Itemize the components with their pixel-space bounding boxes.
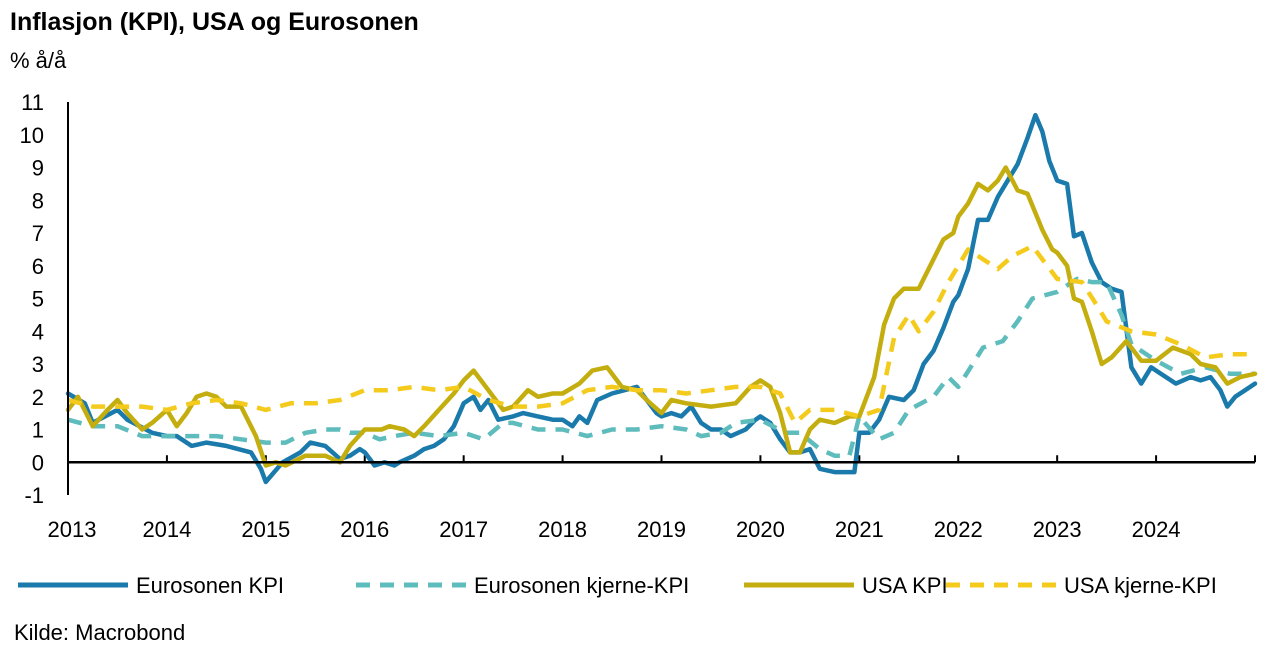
x-tick-label: 2023 (1033, 517, 1082, 542)
x-tick-label: 2014 (142, 517, 191, 542)
y-tick-label: 3 (32, 352, 44, 377)
y-tick-label: 1 (32, 418, 44, 443)
x-tick-label: 2019 (637, 517, 686, 542)
x-tick-label: 2022 (934, 517, 983, 542)
y-tick-label: 5 (32, 287, 44, 312)
x-tick-label: 2017 (439, 517, 488, 542)
series-line-usa-kpi (65, 165, 1258, 468)
series-line-eurosonen-kjerne-kpi (67, 276, 1255, 458)
y-tick-label: 6 (32, 254, 44, 279)
y-tick-label: 4 (32, 319, 44, 344)
legend: Eurosonen KPI Eurosonen kjerne-KPI USA KPI… (18, 573, 1217, 598)
series-line-usa-kjerne-kpi (67, 243, 1255, 426)
x-tick-label: 2013 (48, 517, 97, 542)
axis-lines (67, 102, 1255, 495)
x-tick-label: 2021 (835, 517, 884, 542)
x-tick-label: 2024 (1132, 517, 1181, 542)
x-axis: 2013 2014 2015 2016 2017 2018 2019 2020 2021 2022… (48, 455, 1256, 542)
legend-label: Eurosonen kjerne-KPI (474, 573, 689, 598)
y-tick-label: 9 (32, 156, 44, 181)
legend-label: Eurosonen KPI (136, 573, 284, 598)
x-tick-label: 2020 (736, 517, 785, 542)
chart-title: Inflasjon (KPI), USA og Eurosonen (10, 8, 419, 36)
plot-area (65, 112, 1258, 485)
y-tick-label: -1 (24, 483, 44, 508)
x-tick-label: 2016 (340, 517, 389, 542)
y-tick-label: 0 (32, 450, 44, 475)
source-note: Kilde: Macrobond (14, 620, 186, 645)
y-tick-label: 7 (32, 221, 44, 246)
y-tick-label: 10 (20, 123, 44, 148)
y-tick-label: 8 (32, 188, 44, 213)
y-axis: -1 0 1 2 3 4 5 6 7 8 9 10 11 (20, 90, 44, 508)
x-tick-label: 2015 (241, 517, 290, 542)
legend-label: USA kjerne-KPI (1064, 573, 1217, 598)
y-tick-label: 2 (32, 385, 44, 410)
y-tick-label: 11 (21, 90, 44, 115)
x-tick-label: 2018 (538, 517, 587, 542)
y-axis-unit-label: % å/å (10, 48, 67, 73)
legend-label: USA KPI (862, 573, 948, 598)
